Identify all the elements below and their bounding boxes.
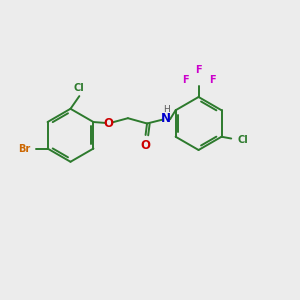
Text: F: F xyxy=(209,75,215,85)
Text: O: O xyxy=(141,139,151,152)
Text: Cl: Cl xyxy=(238,135,248,145)
Text: N: N xyxy=(161,112,171,125)
Text: H: H xyxy=(164,105,170,114)
Text: Cl: Cl xyxy=(74,82,85,93)
Text: O: O xyxy=(104,117,114,130)
Text: F: F xyxy=(182,75,188,85)
Text: F: F xyxy=(195,64,202,75)
Text: Br: Br xyxy=(18,143,30,154)
